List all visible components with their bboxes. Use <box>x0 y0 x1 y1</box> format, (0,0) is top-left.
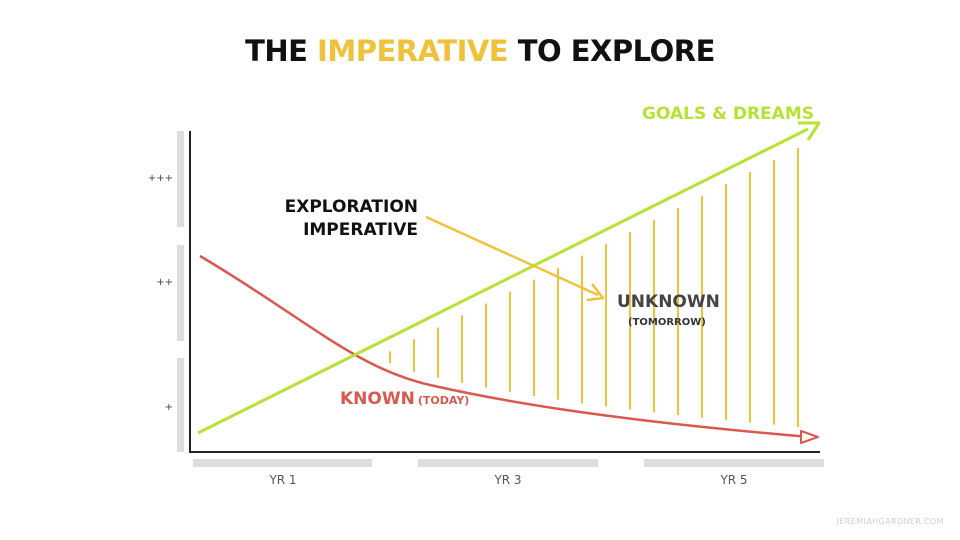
y-tick-mid: ++ <box>156 277 173 288</box>
y-band-low <box>177 358 184 452</box>
today-label: (TODAY) <box>417 394 470 407</box>
y-band-high <box>177 131 184 227</box>
y-band-mid <box>177 245 184 341</box>
page-title: THE IMPERATIVE TO EXPLORE <box>0 34 960 68</box>
exploration-label: EXPLORATION IMPERATIVE <box>260 196 418 242</box>
exploration-arrowhead <box>586 283 605 302</box>
exploration-label-line-2: IMPERATIVE <box>303 220 418 240</box>
goals-line <box>197 127 809 435</box>
title-part-2: TO EXPLORE <box>508 34 716 68</box>
tomorrow-label: (TOMORROW) <box>628 317 706 328</box>
known-label: KNOWN (TODAY) <box>340 389 469 409</box>
known-curve <box>199 254 811 439</box>
x-tick-yr3: YR 3 <box>494 473 522 487</box>
title-part-1: THE <box>245 34 318 68</box>
site-credit: JEREMIAHGARDNER.COM <box>836 517 944 526</box>
y-tick-high: +++ <box>147 173 173 184</box>
known-arrowhead <box>800 430 819 444</box>
exploration-arrow-line <box>425 215 599 297</box>
exploration-gap-hatching <box>389 148 799 427</box>
x-tick-yr5: YR 5 <box>720 473 748 487</box>
goals-label: GOALS & DREAMS <box>642 104 814 124</box>
x-band-yr3 <box>418 459 598 467</box>
x-band-yr1 <box>193 459 372 467</box>
exploration-label-line-1: EXPLORATION <box>284 197 418 217</box>
unknown-label: UNKNOWN <box>617 292 720 312</box>
goals-arrowhead <box>798 121 821 141</box>
y-tick-low: + <box>164 402 173 413</box>
x-tick-yr1: YR 1 <box>269 473 297 487</box>
known-label-main: KNOWN <box>340 389 415 409</box>
title-highlight: IMPERATIVE <box>317 34 509 68</box>
x-band-yr5 <box>644 459 824 467</box>
